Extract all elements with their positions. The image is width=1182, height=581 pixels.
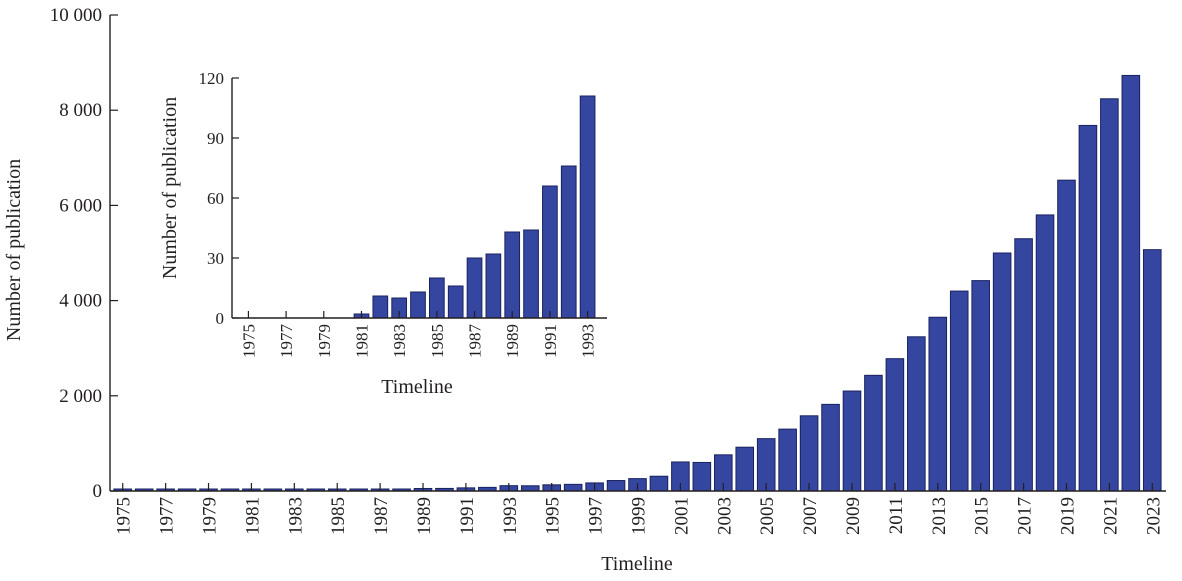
inset-y-tick-label: 90 xyxy=(207,129,224,148)
main-x-tick-label: 2007 xyxy=(800,497,821,535)
inset-x-tick-label: 1977 xyxy=(277,324,296,359)
main-y-tick-label: 6 000 xyxy=(59,195,102,216)
main-x-axis-title: Timeline xyxy=(601,553,673,575)
main-x-tick-label: 2009 xyxy=(843,497,864,535)
main-bar-2022 xyxy=(1121,74,1141,492)
main-bar-2016 xyxy=(992,252,1012,492)
main-x-tick-label: 1993 xyxy=(500,497,521,535)
main-y-axis-title: Number of publication xyxy=(3,159,25,341)
main-bar-2023 xyxy=(1142,249,1162,492)
inset-x-tick-label: 1985 xyxy=(428,324,447,358)
inset-x-axis-title: Timeline xyxy=(381,376,453,398)
inset-y-tick-label: 120 xyxy=(199,69,225,88)
main-x-tick-label: 2017 xyxy=(1015,497,1036,535)
main-y-tick-label: 2 000 xyxy=(59,386,102,407)
main-bar-2017 xyxy=(1014,238,1033,492)
main-x-tick-label: 1987 xyxy=(371,497,392,535)
main-x-tick-label: 1983 xyxy=(285,497,306,535)
main-bar-1994 xyxy=(520,485,540,492)
main-x-tick-label: 2013 xyxy=(929,497,950,535)
main-x-tick-label: 1979 xyxy=(200,497,221,535)
main-x-tick-label: 1999 xyxy=(629,497,650,535)
inset-bar-1990 xyxy=(523,229,539,319)
main-x-tick-label: 2003 xyxy=(714,497,735,535)
main-bar-chart: 0 2 000 4 000 6 000 8 000 10 000 1975 1977 1979 1… xyxy=(50,5,1166,535)
inset-y-axis-title: Number of publication xyxy=(159,97,181,279)
main-x-tick-label: 1989 xyxy=(414,497,435,535)
main-bar-2021 xyxy=(1100,98,1119,492)
inset-bar-1987 xyxy=(466,257,483,319)
main-bar-2011 xyxy=(885,358,905,492)
inset-bar-1984 xyxy=(410,291,426,319)
main-x-tick-label: 2005 xyxy=(757,497,778,535)
main-x-tick-label: 2015 xyxy=(972,497,993,535)
main-bar-2012 xyxy=(907,336,926,492)
main-x-tick-label: 1997 xyxy=(586,497,607,535)
main-x-tick-label: 2011 xyxy=(886,497,907,534)
inset-bar-1993 xyxy=(579,95,596,319)
inset-bar-1988 xyxy=(485,253,502,319)
main-bar-2007 xyxy=(799,415,819,492)
inset-x-tick-label: 1979 xyxy=(315,324,334,358)
inset-x-tick-label: 1989 xyxy=(503,324,522,358)
main-x-tick-label: 1991 xyxy=(457,497,478,535)
main-y-tick-label: 0 xyxy=(93,481,103,502)
main-bar-2019 xyxy=(1057,179,1076,492)
main-y-tick-label: 10 000 xyxy=(50,5,102,26)
inset-y-tick-label: 30 xyxy=(207,249,224,268)
main-bar-1996 xyxy=(563,483,583,492)
main-y-tick-label: 4 000 xyxy=(59,291,102,312)
inset-bar-chart: 0 30 60 90 120 1975 1977 1979 1981 1983 1985 1987 19… xyxy=(199,69,607,359)
main-x-tick-label: 1985 xyxy=(328,497,349,535)
main-x-tick-label: 2023 xyxy=(1143,497,1164,535)
inset-bar-1989 xyxy=(504,231,521,319)
inset-x-tick-label: 1975 xyxy=(239,324,258,358)
inset-bar-1986 xyxy=(447,285,464,319)
inset-x-tick-label: 1991 xyxy=(541,324,560,358)
main-x-tick-label: 1981 xyxy=(242,497,263,535)
inset-bar-1982 xyxy=(372,295,389,319)
main-bar-2014 xyxy=(949,290,969,492)
inset-x-tick-label: 1987 xyxy=(466,324,485,359)
main-bar-1998 xyxy=(606,480,626,492)
main-x-tick-label: 1977 xyxy=(157,497,178,535)
inset-bar-1991 xyxy=(542,185,558,319)
inset-x-tick-label: 1981 xyxy=(352,324,371,358)
inset-y-tick-label: 0 xyxy=(216,309,225,328)
inset-y-tick-label: 60 xyxy=(207,189,224,208)
main-bar-2009 xyxy=(842,390,862,492)
main-bar-2006 xyxy=(778,428,797,492)
main-y-tick-label: 8 000 xyxy=(59,100,102,121)
main-bar-2008 xyxy=(821,403,840,492)
main-bar-2020 xyxy=(1078,124,1098,492)
main-x-tick-label: 1995 xyxy=(543,497,564,535)
inset-x-tick-label: 1983 xyxy=(390,324,409,358)
main-bar-2015 xyxy=(971,280,990,492)
main-x-tick-label: 2019 xyxy=(1057,497,1078,535)
inset-x-tick-label: 1993 xyxy=(579,324,598,358)
main-bar-2018 xyxy=(1035,214,1055,492)
main-x-tick-label: 1975 xyxy=(114,497,135,535)
main-bar-2002 xyxy=(692,461,712,492)
main-bar-2010 xyxy=(864,374,883,492)
main-x-tick-label: 2001 xyxy=(671,497,692,535)
main-x-tick-label: 2021 xyxy=(1100,497,1121,535)
main-bar-2000 xyxy=(649,475,669,492)
main-bar-2013 xyxy=(928,316,948,492)
inset-bar-1992 xyxy=(560,165,577,319)
main-bar-2004 xyxy=(735,446,755,492)
